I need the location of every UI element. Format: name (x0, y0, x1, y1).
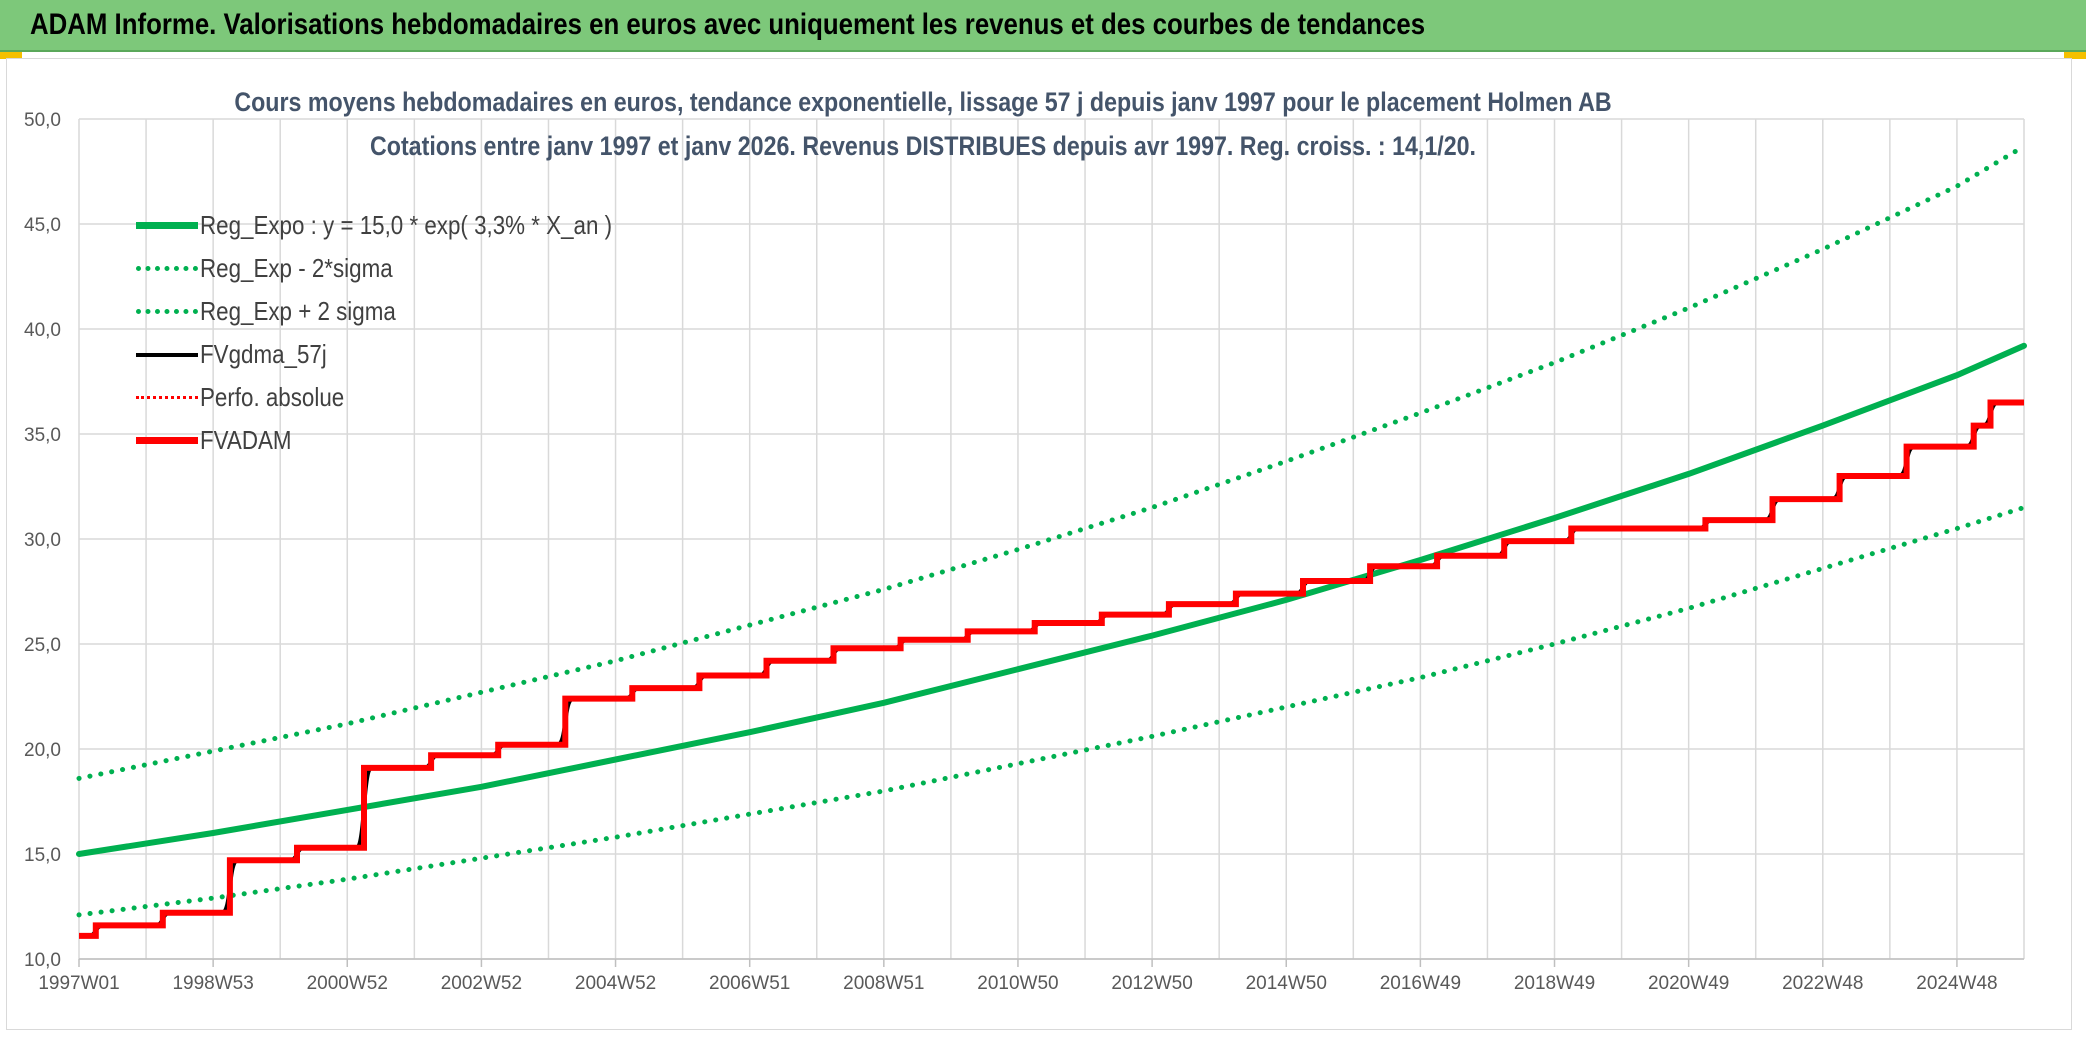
x-tick-label: 2020W49 (1648, 973, 1729, 994)
legend-label-perfo-absolue: Perfo. absolue (200, 382, 345, 412)
y-tick-label: 45,0 (24, 215, 61, 236)
series-line-0 (76, 342, 2027, 857)
y-tick-label: 50,0 (24, 110, 61, 131)
legend-label-reg-exp-plus: Reg_Exp + 2 sigma (200, 296, 396, 326)
legend-item-fvgdma: FVgdma_57j (136, 333, 679, 376)
legend-label-reg-expo: Reg_Expo : y = 15,0 * exp( 3,3% * X_an ) (200, 210, 613, 240)
legend-swatch-reg-exp-plus (136, 309, 198, 314)
legend-swatch-reg-expo (136, 222, 198, 229)
y-tick-label: 10,0 (24, 950, 61, 971)
x-tick-label: 2024W48 (1916, 973, 1997, 994)
corner-mark-right (2064, 52, 2086, 59)
chart-frame (6, 58, 2072, 1030)
y-tick-label: 35,0 (24, 425, 61, 446)
data-series (76, 143, 2027, 939)
legend-swatch-fvadam (136, 437, 198, 444)
x-tick-label: 1998W53 (172, 973, 253, 994)
series-line-2 (76, 143, 2027, 781)
corner-mark-left (0, 52, 22, 59)
legend-item-perfo-absolue: Perfo. absolue (136, 376, 679, 419)
legend-item-fvadam: FVADAM (136, 419, 679, 462)
chart-legend: Reg_Expo : y = 15,0 * exp( 3,3% * X_an )… (136, 204, 679, 462)
x-tick-label: 2012W50 (1111, 973, 1192, 994)
x-tick-label: 1997W01 (38, 973, 119, 994)
x-tick-label: 2006W51 (709, 973, 790, 994)
x-tick-label: 2004W52 (575, 973, 656, 994)
legend-item-reg-exp-plus: Reg_Exp + 2 sigma (136, 290, 679, 333)
legend-label-reg-exp-minus: Reg_Exp - 2*sigma (200, 253, 393, 283)
series-line-5 (79, 399, 2024, 939)
report-banner: ADAM Informe. Valorisations hebdomadaire… (0, 0, 2086, 52)
report-title: ADAM Informe. Valorisations hebdomadaire… (30, 8, 1426, 41)
y-tick-label: 20,0 (24, 740, 61, 761)
axis-ticks: 10,0 15,0 20,0 25,0 30,0 35,0 40,0 45,0 50,0 1997… (24, 110, 2024, 994)
chart-title: Cours moyens hebdomadaires en euros, ten… (234, 87, 1612, 117)
x-tick-label: 2022W48 (1782, 973, 1863, 994)
y-tick-label: 40,0 (24, 320, 61, 341)
y-tick-label: 30,0 (24, 530, 61, 551)
x-tick-label: 2018W49 (1514, 973, 1595, 994)
x-tick-label: 2010W50 (977, 973, 1058, 994)
x-tick-label: 2008W51 (843, 973, 924, 994)
legend-item-reg-exp-minus: Reg_Exp - 2*sigma (136, 247, 679, 290)
legend-swatch-reg-exp-minus (136, 266, 198, 271)
y-tick-label: 15,0 (24, 845, 61, 866)
legend-label-fvadam: FVADAM (200, 425, 292, 455)
x-tick-label: 2016W49 (1380, 973, 1461, 994)
legend-swatch-fvgdma (136, 352, 198, 357)
legend-label-fvgdma: FVgdma_57j (200, 339, 327, 369)
x-tick-label: 2014W50 (1246, 973, 1327, 994)
series-line-1 (76, 505, 2027, 918)
legend-swatch-perfo-absolue (136, 396, 198, 399)
series-line-3 (79, 400, 2024, 938)
chart-subtitle: Cotations entre janv 1997 et janv 2026. … (369, 131, 1476, 161)
legend-item-reg-expo: Reg_Expo : y = 15,0 * exp( 3,3% * X_an ) (136, 204, 679, 247)
x-tick-label: 2002W52 (441, 973, 522, 994)
x-tick-label: 2000W52 (307, 973, 388, 994)
y-tick-label: 25,0 (24, 635, 61, 656)
